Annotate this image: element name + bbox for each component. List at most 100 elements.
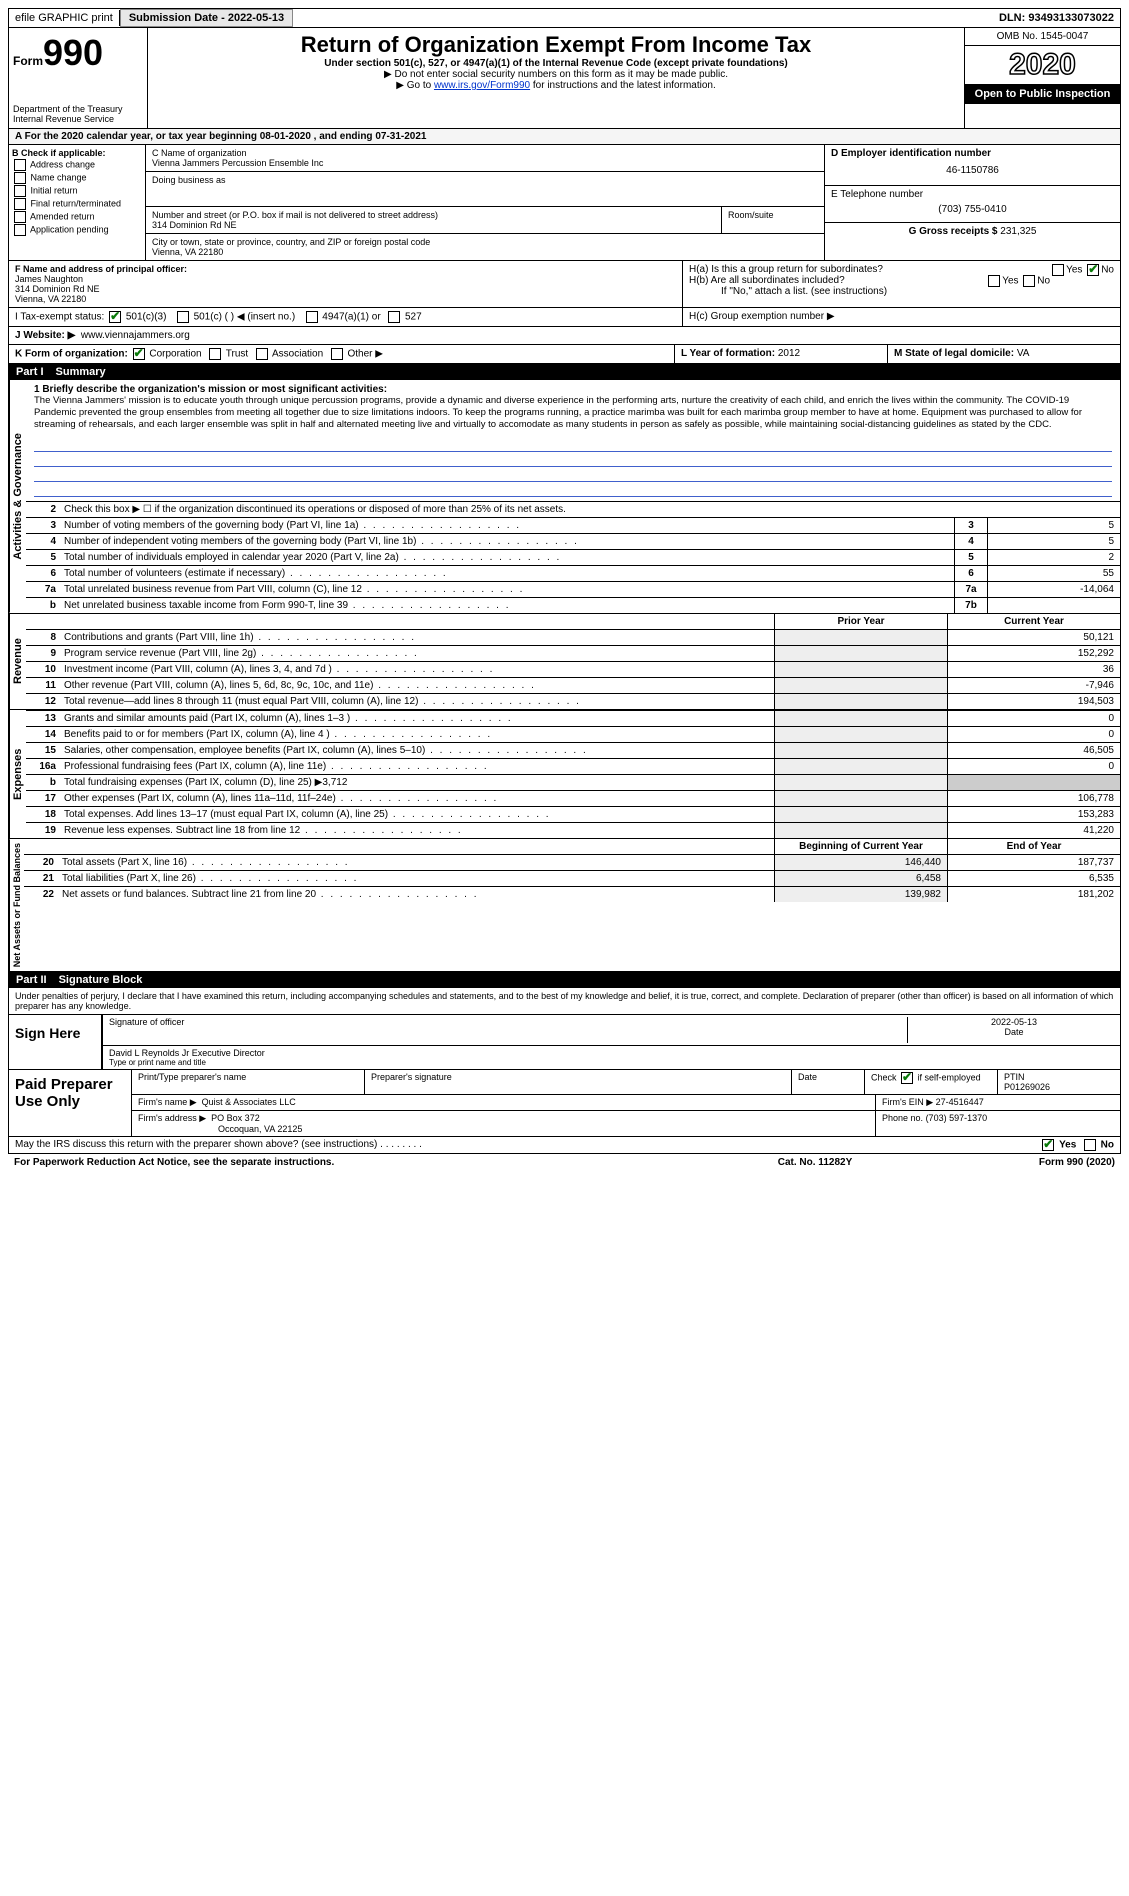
- state-domicile: M State of legal domicile: VA: [887, 345, 1120, 363]
- paperwork-notice: For Paperwork Reduction Act Notice, see …: [14, 1157, 715, 1168]
- table-row: 19 Revenue less expenses. Subtract line …: [26, 822, 1120, 838]
- table-row: 12 Total revenue—add lines 8 through 11 …: [26, 693, 1120, 709]
- declaration-text: Under penalties of perjury, I declare th…: [8, 988, 1121, 1015]
- org-address: 314 Dominion Rd NE: [152, 220, 715, 230]
- current-year-hdr: Current Year: [947, 614, 1120, 629]
- eoy-hdr: End of Year: [947, 839, 1120, 854]
- section-b-label: B Check if applicable:: [12, 148, 142, 158]
- cb-527[interactable]: [388, 311, 400, 323]
- side-revenue: Revenue: [9, 614, 26, 709]
- side-net-assets: Net Assets or Fund Balances: [9, 839, 24, 971]
- form-title: Return of Organization Exempt From Incom…: [156, 32, 956, 58]
- table-row: 22 Net assets or fund balances. Subtract…: [24, 886, 1120, 902]
- table-row: 14 Benefits paid to or for members (Part…: [26, 726, 1120, 742]
- irs-link[interactable]: www.irs.gov/Form990: [434, 80, 530, 91]
- c-name-label: C Name of organization: [152, 148, 818, 158]
- hb-note: If "No," attach a list. (see instruction…: [689, 286, 1114, 297]
- firm-addr-label: Firm's address ▶: [138, 1113, 206, 1123]
- cb-self-employed[interactable]: [901, 1072, 913, 1084]
- officer-addr1: 314 Dominion Rd NE: [15, 284, 676, 294]
- paid-preparer-label: Paid Preparer Use Only: [9, 1070, 131, 1136]
- dept-irs: Internal Revenue Service: [13, 114, 143, 124]
- table-row: 10 Investment income (Part VIII, column …: [26, 661, 1120, 677]
- cb-final-return[interactable]: Final return/terminated: [12, 198, 142, 210]
- tax-year: 2020: [965, 46, 1120, 84]
- form-footer: Form 990 (2020): [915, 1157, 1115, 1168]
- mission-text: The Vienna Jammers' mission is to educat…: [34, 395, 1112, 431]
- dln-label: DLN: 93493133073022: [993, 10, 1120, 26]
- part1-header: Part I Summary: [8, 364, 1121, 380]
- table-row: 17 Other expenses (Part IX, column (A), …: [26, 790, 1120, 806]
- website-row: J Website: ▶ www.viennajammers.org: [8, 327, 1121, 345]
- table-row: 16a Professional fundraising fees (Part …: [26, 758, 1120, 774]
- table-row: 13 Grants and similar amounts paid (Part…: [26, 710, 1120, 726]
- cb-501c3[interactable]: [109, 311, 121, 323]
- form-of-org: K Form of organization: Corporation Trus…: [9, 345, 674, 363]
- cb-other[interactable]: [331, 348, 343, 360]
- cb-association[interactable]: [256, 348, 268, 360]
- table-row: 6 Total number of volunteers (estimate i…: [26, 565, 1120, 581]
- city-label: City or town, state or province, country…: [152, 237, 818, 247]
- room-label: Room/suite: [721, 207, 824, 234]
- part2-header: Part II Signature Block: [8, 972, 1121, 988]
- form-number: Form990: [13, 32, 143, 74]
- sig-officer-label: Signature of officer: [109, 1017, 907, 1043]
- sig-date-label: Date: [914, 1027, 1114, 1037]
- firm-name-label: Firm's name ▶: [138, 1097, 197, 1107]
- firm-addr2: Occoquan, VA 22125: [138, 1124, 869, 1134]
- side-expenses: Expenses: [9, 710, 26, 838]
- boy-hdr: Beginning of Current Year: [774, 839, 947, 854]
- firm-addr1: PO Box 372: [211, 1113, 260, 1123]
- discuss-no[interactable]: No: [1082, 1139, 1114, 1151]
- form-note1: ▶ Do not enter social security numbers o…: [156, 69, 956, 80]
- table-row: 18 Total expenses. Add lines 13–17 (must…: [26, 806, 1120, 822]
- prep-name-label: Print/Type preparer's name: [132, 1070, 365, 1094]
- officer-addr2: Vienna, VA 22180: [15, 294, 676, 304]
- cb-initial-return[interactable]: Initial return: [12, 185, 142, 197]
- officer-name: James Naughton: [15, 274, 676, 284]
- telephone: (703) 755-0410: [831, 200, 1114, 219]
- submission-date-button[interactable]: Submission Date - 2022-05-13: [120, 9, 293, 27]
- period-row: A For the 2020 calendar year, or tax yea…: [8, 129, 1121, 145]
- table-row: 7a Total unrelated business revenue from…: [26, 581, 1120, 597]
- table-row: 20 Total assets (Part X, line 16) 146,44…: [24, 854, 1120, 870]
- form-header: Form990 Department of the Treasury Inter…: [8, 28, 1121, 129]
- prep-date-label: Date: [792, 1070, 865, 1094]
- year-formation: L Year of formation: 2012: [674, 345, 887, 363]
- omb-number: OMB No. 1545-0047: [965, 28, 1120, 46]
- org-city: Vienna, VA 22180: [152, 247, 818, 257]
- cat-no: Cat. No. 11282Y: [715, 1157, 915, 1168]
- prep-selfemp: Check if self-employed: [865, 1070, 998, 1094]
- hc-row: H(c) Group exemption number ▶: [682, 308, 1120, 326]
- discuss-yes[interactable]: Yes: [1040, 1139, 1076, 1151]
- table-row: 4 Number of independent voting members o…: [26, 533, 1120, 549]
- tax-exempt-row: I Tax-exempt status: 501(c)(3) 501(c) ( …: [9, 308, 682, 326]
- prep-sig-label: Preparer's signature: [365, 1070, 792, 1094]
- cb-amended-return[interactable]: Amended return: [12, 211, 142, 223]
- top-bar: efile GRAPHIC print Submission Date - 20…: [8, 8, 1121, 28]
- table-row: 3 Number of voting members of the govern…: [26, 517, 1120, 533]
- open-public: Open to Public Inspection: [965, 84, 1120, 104]
- cb-4947[interactable]: [306, 311, 318, 323]
- e-label: E Telephone number: [831, 189, 1114, 200]
- ptin-label: PTIN: [1004, 1072, 1114, 1082]
- discuss-question: May the IRS discuss this return with the…: [15, 1139, 1040, 1151]
- cb-name-change[interactable]: Name change: [12, 172, 142, 184]
- info-grid: B Check if applicable: Address change Na…: [8, 145, 1121, 261]
- cb-address-change[interactable]: Address change: [12, 159, 142, 171]
- cb-application-pending[interactable]: Application pending: [12, 224, 142, 236]
- sig-date: 2022-05-13: [914, 1017, 1114, 1027]
- form-note2: ▶ Go to www.irs.gov/Form990 for instruct…: [156, 80, 956, 91]
- line2-desc: Check this box ▶ ☐ if the organization d…: [60, 502, 1120, 517]
- firm-name: Quist & Associates LLC: [202, 1097, 296, 1107]
- cb-501c[interactable]: [177, 311, 189, 323]
- form-subtitle: Under section 501(c), 527, or 4947(a)(1)…: [156, 58, 956, 69]
- dba-label: Doing business as: [152, 175, 818, 185]
- table-row: b Net unrelated business taxable income …: [26, 597, 1120, 613]
- cb-trust[interactable]: [209, 348, 221, 360]
- mission-label: 1 Briefly describe the organization's mi…: [34, 384, 1112, 395]
- cb-corporation[interactable]: [133, 348, 145, 360]
- f-label: F Name and address of principal officer:: [15, 264, 676, 274]
- table-row: b Total fundraising expenses (Part IX, c…: [26, 774, 1120, 790]
- officer-name-label: Type or print name and title: [109, 1058, 1114, 1067]
